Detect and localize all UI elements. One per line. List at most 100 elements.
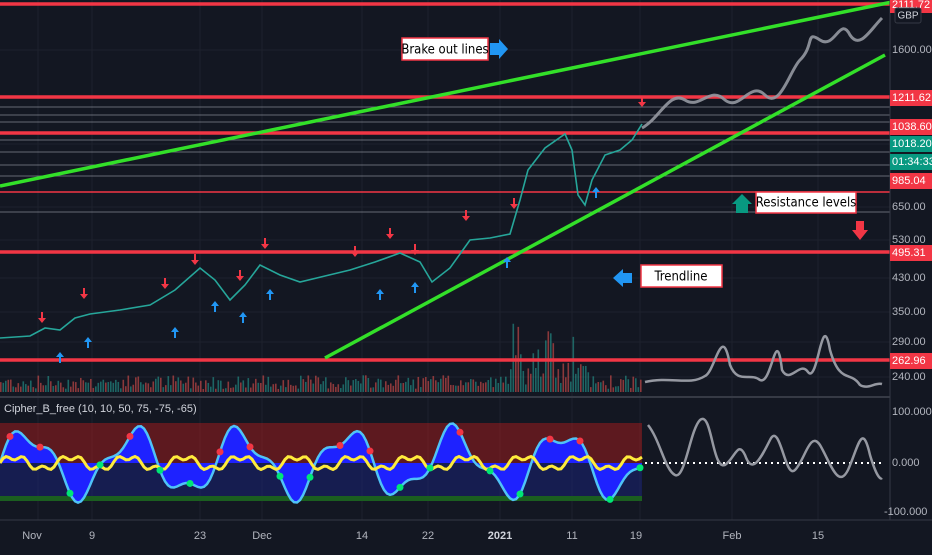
volume-bar	[340, 388, 342, 392]
signal-dot	[606, 495, 614, 503]
indicator-label[interactable]: Cipher_B_free (10, 10, 50, 75, -75, -65)	[4, 403, 197, 415]
volume-bar	[447, 375, 450, 392]
volume-bar	[362, 375, 365, 392]
volume-bar	[185, 382, 187, 392]
signal-dot	[186, 479, 194, 487]
volume-bar	[382, 387, 385, 392]
volume-bar	[360, 383, 362, 392]
volume-bar	[615, 386, 617, 392]
time-label: 2021	[488, 530, 512, 542]
volume-bar	[222, 388, 225, 392]
volume-bar	[275, 383, 277, 392]
signal-dot	[126, 432, 134, 440]
price-tag	[890, 353, 932, 369]
volume-bar	[195, 382, 197, 392]
volume-bar	[485, 382, 487, 392]
indicator-axis-label: -100.000	[884, 506, 927, 518]
volume-bar	[110, 381, 112, 392]
volume-bar	[635, 378, 637, 392]
volume-bar	[72, 381, 75, 392]
volume-bar	[17, 383, 20, 392]
volume-bar	[510, 369, 512, 392]
price-label: 01:34:33	[892, 156, 932, 168]
volume-bar	[65, 388, 67, 392]
volume-bar	[367, 377, 370, 392]
volume-bar	[322, 381, 325, 392]
signal-dot	[366, 447, 374, 455]
volume-bar	[432, 376, 435, 392]
volume-bar	[632, 376, 635, 392]
currency: GBP	[897, 11, 918, 22]
price-label: 650.00	[892, 201, 926, 213]
volume-bar	[617, 386, 620, 392]
breakout-lines	[0, 0, 893, 360]
sell-arrow	[462, 210, 470, 221]
volume-projection	[644, 335, 883, 388]
volume-bar	[465, 382, 467, 392]
volume-bar	[137, 376, 140, 392]
volume-bar	[95, 386, 97, 392]
volume-bar	[80, 377, 82, 392]
volume-bar	[317, 377, 320, 392]
volume-bar	[102, 379, 105, 392]
signal-dot	[576, 437, 584, 445]
grid	[0, 0, 890, 520]
volume-bar	[215, 388, 217, 392]
volume-bar	[282, 380, 285, 392]
volume-bar	[212, 377, 215, 392]
volume-bar	[375, 382, 377, 392]
volume-bar	[500, 376, 502, 392]
currency-box[interactable]	[894, 7, 922, 24]
volume-bar	[612, 387, 615, 392]
volume-bar	[255, 378, 257, 392]
annotation-text: Brake out lines	[401, 43, 488, 58]
volume-bar	[75, 382, 77, 392]
volume-bar	[497, 382, 500, 392]
time-label: 23	[194, 530, 206, 542]
volume-bar	[482, 383, 485, 392]
buy-arrow	[266, 289, 274, 300]
volume-bar	[620, 379, 622, 392]
volume-bar	[35, 388, 37, 392]
volume-bar	[395, 379, 397, 392]
volume-bar	[552, 343, 555, 392]
price-tag	[890, 245, 932, 261]
volume-bar	[550, 333, 552, 392]
volume-bar	[532, 353, 535, 392]
volume-bar	[182, 383, 185, 392]
buy-arrow	[503, 257, 511, 268]
volume-bar	[565, 377, 567, 392]
volume-bar	[347, 380, 350, 392]
volume-bar	[107, 382, 110, 392]
signal-dot	[156, 466, 164, 474]
volume-bar	[567, 362, 570, 392]
volume-bar	[355, 379, 357, 392]
volume-bar	[560, 382, 562, 392]
volume-bar	[187, 376, 190, 392]
volume-bar	[320, 384, 322, 392]
volume-bar	[557, 369, 560, 392]
volume-bar	[397, 375, 400, 392]
volume-bar	[210, 386, 212, 392]
time-label: Feb	[723, 530, 742, 542]
buy-arrow	[411, 282, 419, 293]
volume-bar	[450, 384, 452, 392]
signal-dot	[426, 464, 434, 472]
sell-arrow	[191, 254, 199, 265]
volume-bar	[62, 387, 65, 392]
volume-bar	[105, 382, 107, 392]
volume-bar	[177, 377, 180, 392]
annotation-text: Trendline	[654, 270, 708, 285]
annotation: Brake out lines	[401, 37, 508, 61]
price-tag	[890, 119, 932, 135]
volume-bar	[377, 378, 380, 392]
volume-bar	[197, 385, 200, 392]
signal-dot	[396, 483, 404, 491]
signal-dot	[36, 443, 44, 451]
volume-bar	[342, 384, 345, 392]
volume-bar	[540, 376, 542, 392]
volume-bar	[120, 388, 122, 392]
volume-bar	[520, 354, 522, 392]
volume-bar	[555, 377, 557, 392]
money-flow	[0, 454, 643, 472]
